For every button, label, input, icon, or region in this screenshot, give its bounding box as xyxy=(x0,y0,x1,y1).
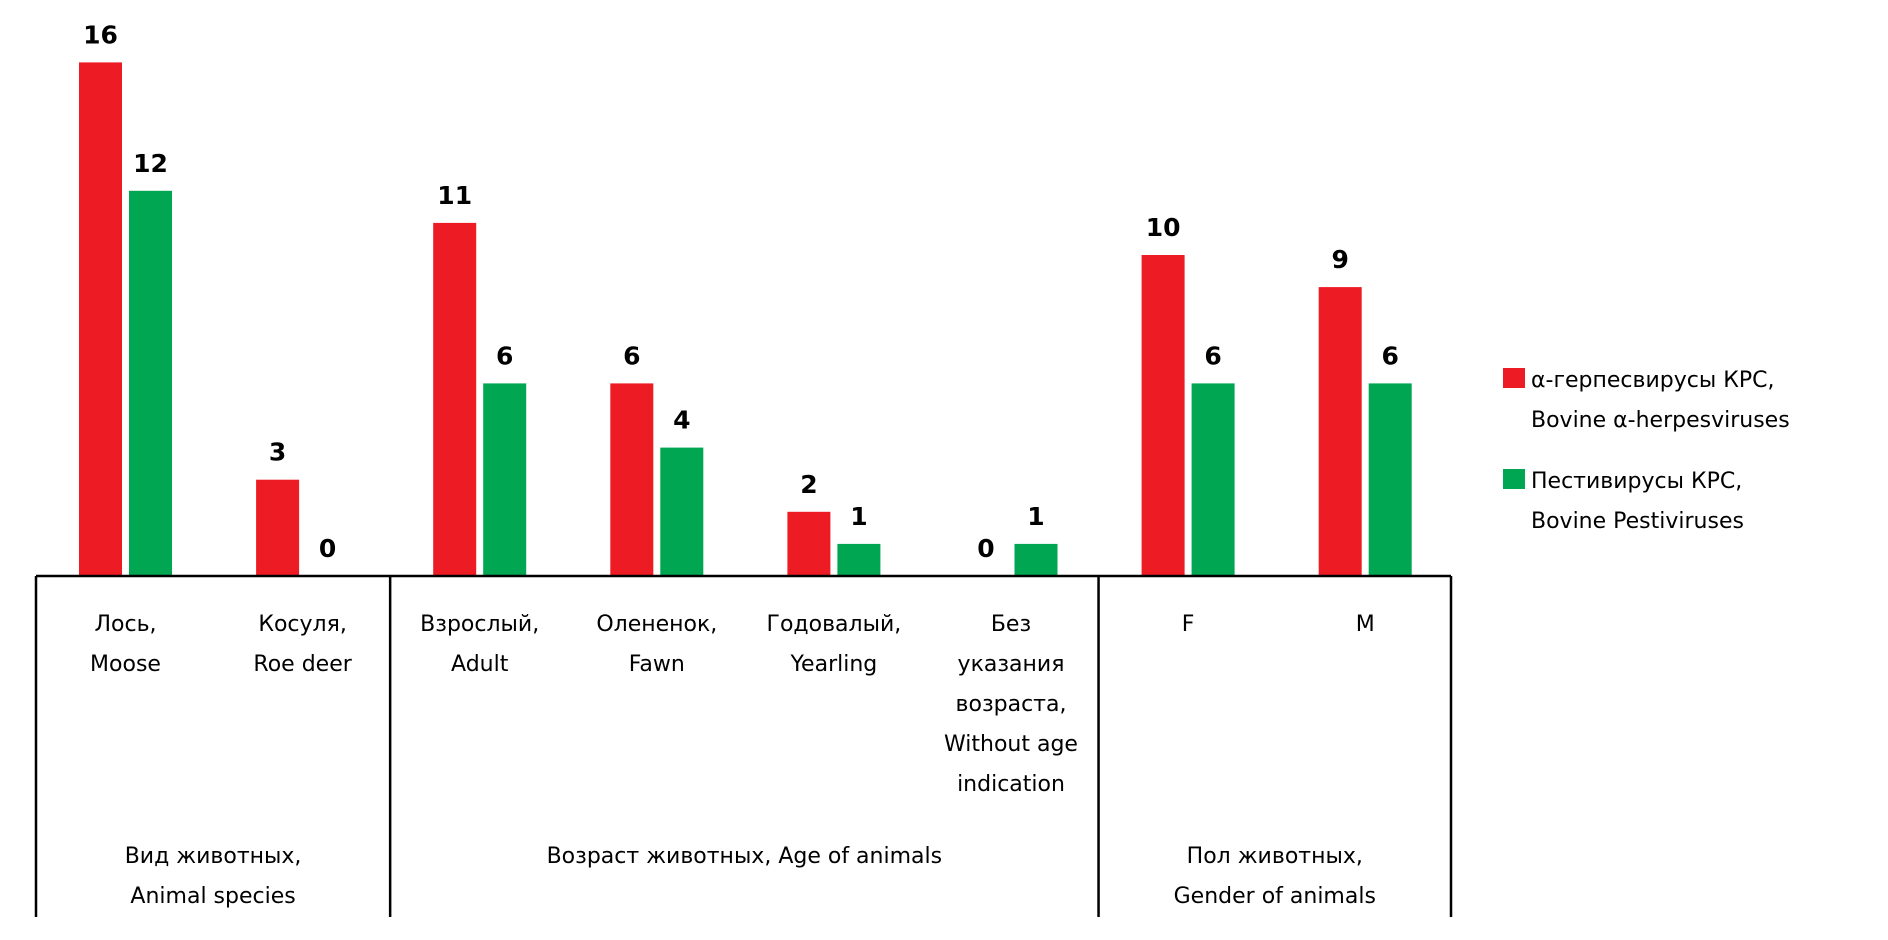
category-label: Fawn xyxy=(629,652,685,677)
category-label: Годовалый, xyxy=(767,612,902,637)
value-label: 3 xyxy=(269,438,286,467)
legend-swatch xyxy=(1503,469,1525,489)
group-label: Вид животных, xyxy=(125,844,302,869)
bar-series-0-cat-3 xyxy=(610,383,654,576)
category-label: Adult xyxy=(451,652,509,677)
category-label: indication xyxy=(957,772,1065,797)
bars-layer xyxy=(79,62,1412,577)
category-label: Олененок, xyxy=(596,612,717,637)
category-label: возраста, xyxy=(956,692,1067,717)
group-labels-layer: Вид животных, Animal species Возраст живот… xyxy=(125,844,1376,909)
category-label: Moose xyxy=(90,652,161,677)
value-label: 6 xyxy=(623,341,640,370)
category-axis xyxy=(34,574,1453,917)
bar-series-1-cat-3 xyxy=(660,447,704,576)
value-label: 6 xyxy=(496,341,513,370)
category-labels-layer: Лось, Moose Косуля, Roe deer Взрослый, Adult О… xyxy=(90,612,1375,797)
legend-swatch xyxy=(1503,368,1525,388)
value-label: 0 xyxy=(977,534,994,563)
category-label: Лось, xyxy=(94,612,156,637)
category-label: указания xyxy=(958,652,1065,677)
legend-label: Bovine Pestiviruses xyxy=(1531,509,1744,534)
value-label: 9 xyxy=(1331,245,1348,274)
value-label: 12 xyxy=(133,149,168,178)
bar-series-1-cat-2 xyxy=(483,383,527,576)
group-label: Возраст животных, Age of animals xyxy=(547,844,942,869)
group-label: Gender of animals xyxy=(1174,884,1376,909)
category-label: Roe deer xyxy=(253,652,352,677)
value-label: 11 xyxy=(437,181,472,210)
value-label: 1 xyxy=(1027,502,1044,531)
value-label: 6 xyxy=(1204,341,1221,370)
bar-series-0-cat-1 xyxy=(256,479,300,576)
value-label: 6 xyxy=(1381,341,1398,370)
bar-series-1-cat-0 xyxy=(129,190,172,577)
category-label: Косуля, xyxy=(258,612,346,637)
bar-series-0-cat-0 xyxy=(79,62,122,576)
group-label: Пол животных, xyxy=(1187,844,1363,869)
value-label: 4 xyxy=(673,406,690,435)
value-label: 10 xyxy=(1146,213,1181,242)
legend-label: Пестивирусы КРС, xyxy=(1531,469,1742,494)
value-label: 0 xyxy=(319,534,336,563)
value-label: 2 xyxy=(800,470,817,499)
bar-series-0-cat-2 xyxy=(433,222,477,576)
bar-series-1-cat-4 xyxy=(837,543,881,576)
category-label: F xyxy=(1182,612,1195,637)
category-label: Yearling xyxy=(790,652,878,677)
legend-label: α-герпесвирусы КРС, xyxy=(1531,368,1774,393)
category-label: Без xyxy=(991,612,1031,637)
bar-series-1-cat-5 xyxy=(1014,543,1058,576)
category-label: Without age xyxy=(944,732,1078,757)
bar-series-0-cat-7 xyxy=(1318,287,1362,576)
group-label: Animal species xyxy=(130,884,295,909)
legend-label: Bovine α-herpesviruses xyxy=(1531,408,1790,433)
bar-series-1-cat-7 xyxy=(1368,383,1412,576)
bar-series-0-cat-6 xyxy=(1141,255,1185,576)
category-label: Взрослый, xyxy=(420,612,539,637)
bar-series-0-cat-4 xyxy=(787,511,831,576)
legend: α-герпесвирусы КРС, Bovine α-herpesviruse… xyxy=(1503,368,1790,534)
bar-series-1-cat-6 xyxy=(1191,383,1235,576)
value-label: 16 xyxy=(83,20,118,49)
value-label: 1 xyxy=(850,502,867,531)
category-label: M xyxy=(1356,612,1375,637)
